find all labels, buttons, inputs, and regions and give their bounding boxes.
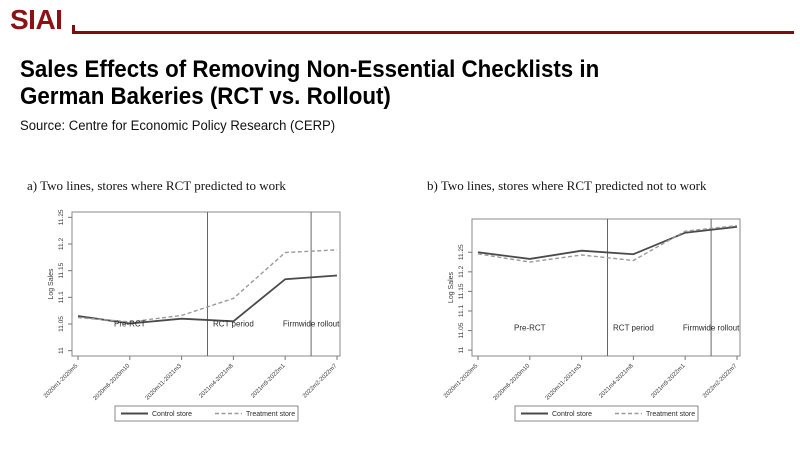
x-tick-label: 2021m4-2021m8 [198, 363, 235, 400]
x-tick-label: 2021m9-2022m1 [250, 363, 287, 400]
slide-title-line1: Sales Effects of Removing Non-Essential … [20, 56, 600, 83]
siai-logo: SIAI [10, 4, 63, 35]
y-tick-label: 11.15 [458, 283, 465, 299]
x-tick-label: 2020m11-2021m3 [145, 363, 184, 402]
annotation: Firmwide rollout [283, 320, 340, 329]
annotation: RCT period [213, 320, 254, 329]
header-rule-tick [72, 25, 75, 31]
y-tick-label: 11.2 [458, 265, 465, 278]
y-axis-label: Log Sales [48, 268, 55, 300]
control-line [477, 225, 738, 260]
y-tick-label: 11.15 [58, 262, 65, 278]
y-tick-label: 11.25 [458, 244, 465, 260]
x-tick-label: 2021m9-2022m1 [650, 363, 687, 400]
x-tick-label: 2022m2-2022m7 [702, 363, 739, 400]
plot-box [71, 211, 341, 357]
chart-a-title: a) Two lines, stores where RCT predicted… [27, 178, 286, 193]
y-tick-label: 11.1 [458, 305, 465, 318]
legend-treatment-label: Treatment store [646, 411, 695, 418]
x-tick-label: 2022m2-2022m7 [302, 363, 339, 400]
annotation: Pre-RCT [514, 324, 546, 333]
y-tick-label: 11.05 [458, 322, 465, 338]
control-line [77, 274, 338, 325]
annotation: Pre-RCT [114, 320, 146, 329]
chart-b-title: b) Two lines, stores where RCT predicted… [427, 178, 707, 193]
y-tick-label: 11.05 [58, 316, 65, 332]
chart-a-canvas: a) Two lines, stores where RCT predicted… [27, 178, 341, 422]
slide-title: Sales Effects of Removing Non-Essential … [20, 56, 599, 110]
treatment-line [77, 249, 338, 323]
legend-control-label: Control store [152, 411, 192, 418]
header-rule [72, 31, 794, 34]
legend-box [514, 405, 699, 422]
x-tick-label: 2021m4-2021m8 [598, 363, 635, 400]
x-tick-label: 2020m6-2020m10 [93, 363, 132, 402]
y-tick-label: 11 [58, 347, 65, 354]
y-axis-label: Log Sales [448, 271, 455, 303]
x-tick-label: 2020m6-2020m10 [493, 363, 532, 402]
treatment-line [477, 224, 738, 263]
annotation: RCT period [613, 324, 654, 333]
legend-box [114, 405, 299, 422]
y-tick-label: 11.2 [58, 238, 65, 251]
plot-box [471, 218, 741, 357]
chart-a: a) Two lines, stores where RCT predicted… [15, 170, 400, 432]
x-tick-label: 2020m1-2020m5 [443, 363, 480, 400]
y-tick-label: 11.25 [58, 209, 65, 225]
annotation: Firmwide rollout [683, 324, 740, 333]
source-note: Source: Centre for Economic Policy Resea… [20, 118, 336, 133]
y-tick-label: 11.1 [58, 291, 65, 304]
chart-b: b) Two lines, stores where RCT predicted… [415, 170, 800, 432]
legend-treatment-label: Treatment store [246, 411, 295, 418]
x-tick-label: 2020m11-2021m3 [545, 363, 584, 402]
y-tick-label: 11 [458, 346, 465, 353]
slide-title-line2: German Bakeries (RCT vs. Rollout) [20, 83, 391, 110]
x-tick-label: 2020m1-2020m5 [43, 363, 80, 400]
legend-control-label: Control store [552, 411, 592, 418]
chart-b-canvas: b) Two lines, stores where RCT predicted… [427, 178, 741, 422]
